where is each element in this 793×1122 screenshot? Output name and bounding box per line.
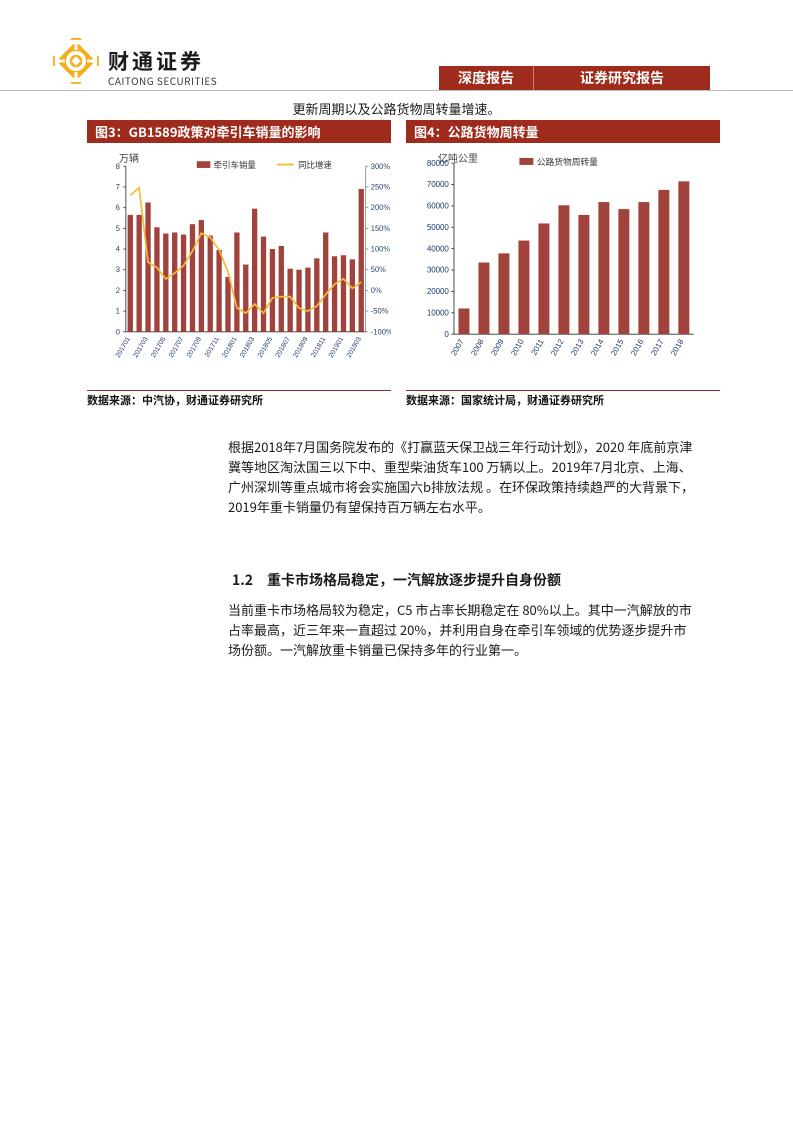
- svg-text:201701: 201701: [115, 336, 132, 359]
- svg-text:公路货物周转量: 公路货物周转量: [537, 155, 598, 168]
- svg-text:20000: 20000: [427, 287, 449, 296]
- svg-text:250%: 250%: [371, 182, 391, 191]
- svg-text:5: 5: [116, 224, 121, 233]
- svg-text:2016: 2016: [629, 337, 646, 357]
- svg-text:201807: 201807: [275, 336, 292, 359]
- svg-text:201811: 201811: [310, 336, 327, 359]
- svg-text:2008: 2008: [469, 337, 486, 357]
- svg-text:2015: 2015: [609, 337, 626, 357]
- svg-text:201809: 201809: [292, 336, 309, 359]
- svg-text:2017: 2017: [649, 337, 666, 357]
- svg-text:201709: 201709: [186, 336, 203, 359]
- svg-text:2010: 2010: [509, 337, 526, 357]
- svg-text:-100%: -100%: [371, 327, 391, 336]
- svg-text:201805: 201805: [257, 336, 274, 359]
- svg-text:201803: 201803: [239, 336, 256, 359]
- svg-text:201703: 201703: [132, 336, 149, 359]
- svg-text:150%: 150%: [371, 224, 391, 233]
- svg-text:10000: 10000: [427, 308, 449, 317]
- svg-text:30000: 30000: [427, 266, 449, 275]
- svg-text:200%: 200%: [371, 203, 391, 212]
- svg-text:2014: 2014: [589, 337, 606, 357]
- svg-text:201801: 201801: [221, 336, 238, 359]
- svg-text:7: 7: [116, 182, 121, 191]
- svg-text:60000: 60000: [427, 202, 449, 211]
- svg-text:201711: 201711: [204, 336, 221, 359]
- svg-text:4: 4: [116, 245, 121, 254]
- svg-text:2013: 2013: [569, 337, 586, 357]
- svg-text:同比增速: 同比增速: [298, 159, 332, 171]
- svg-text:201705: 201705: [150, 336, 167, 359]
- svg-text:50%: 50%: [371, 265, 386, 274]
- svg-text:3: 3: [116, 265, 121, 274]
- svg-text:牵引车销量: 牵引车销量: [214, 159, 257, 171]
- svg-text:2018: 2018: [669, 337, 686, 357]
- svg-text:0: 0: [116, 327, 121, 336]
- svg-text:100%: 100%: [371, 245, 391, 254]
- svg-text:300%: 300%: [371, 162, 391, 171]
- svg-text:201903: 201903: [346, 336, 363, 359]
- svg-text:70000: 70000: [427, 180, 449, 189]
- svg-text:201707: 201707: [168, 336, 185, 359]
- svg-text:201901: 201901: [328, 336, 345, 359]
- svg-text:2007: 2007: [449, 337, 466, 357]
- svg-text:6: 6: [116, 203, 121, 212]
- svg-text:2009: 2009: [489, 337, 506, 357]
- svg-text:50000: 50000: [427, 223, 449, 232]
- svg-text:0: 0: [444, 330, 449, 339]
- svg-text:2011: 2011: [529, 337, 546, 357]
- svg-text:1: 1: [116, 307, 121, 316]
- svg-text:-50%: -50%: [371, 307, 389, 316]
- svg-text:8: 8: [116, 162, 121, 171]
- svg-text:80000: 80000: [427, 159, 449, 168]
- svg-text:0%: 0%: [371, 286, 382, 295]
- svg-text:40000: 40000: [427, 244, 449, 253]
- svg-text:2012: 2012: [549, 337, 566, 357]
- svg-text:2: 2: [116, 286, 121, 295]
